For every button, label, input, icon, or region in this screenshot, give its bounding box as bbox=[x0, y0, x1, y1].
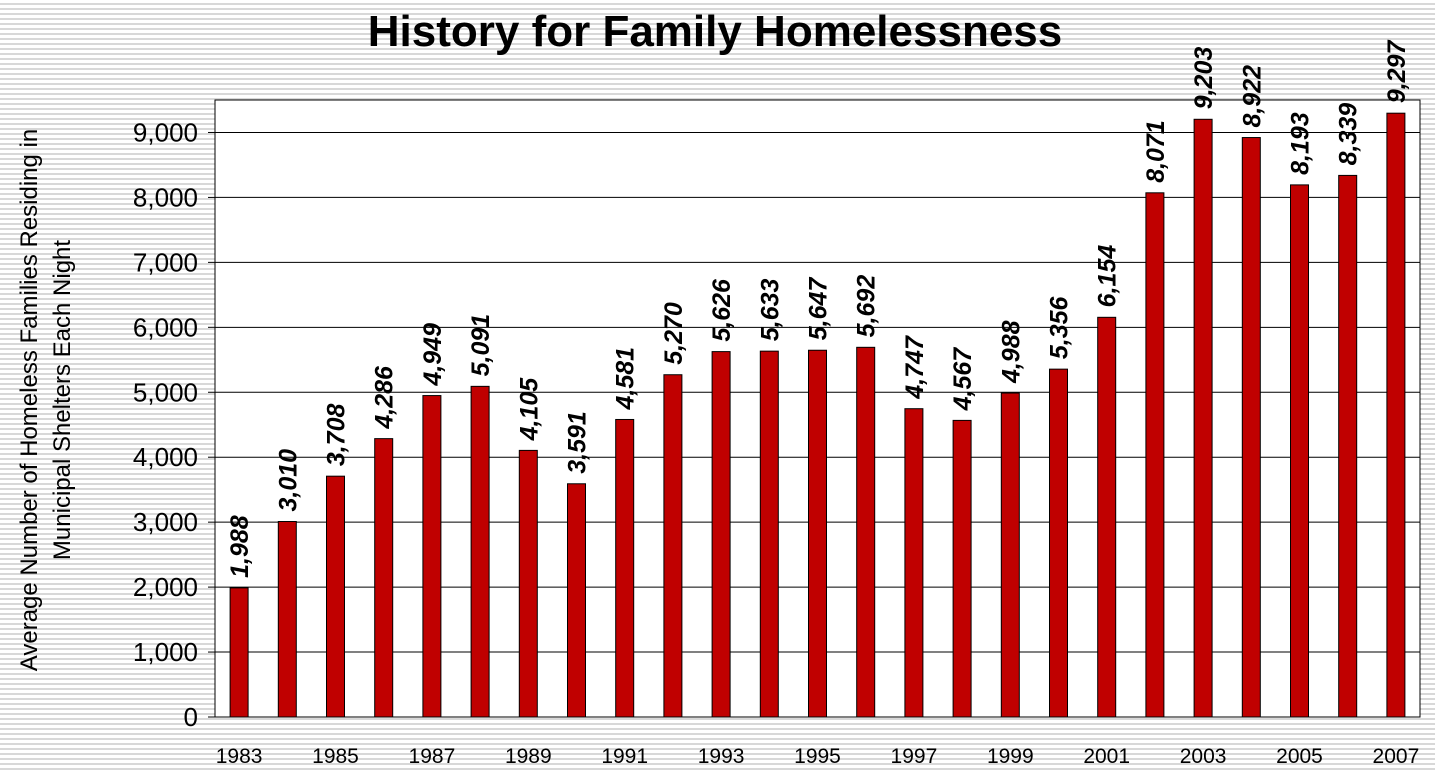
data-label: 4,286 bbox=[371, 365, 399, 430]
bar bbox=[904, 408, 924, 718]
data-label: 5,633 bbox=[756, 278, 784, 341]
y-axis-title: Municipal Shelters Each Night bbox=[49, 240, 76, 560]
x-tick-label: 1991 bbox=[601, 745, 648, 768]
data-label: 4,105 bbox=[515, 377, 543, 442]
bar bbox=[615, 418, 635, 718]
data-label: 3,010 bbox=[274, 449, 302, 512]
x-tick-label: 2007 bbox=[1373, 745, 1420, 768]
x-tick-label: 1983 bbox=[216, 745, 263, 768]
data-label: 8,922 bbox=[1238, 65, 1266, 128]
x-tick-label: 1995 bbox=[794, 745, 841, 768]
data-label: 5,626 bbox=[708, 278, 736, 342]
data-label: 8,339 bbox=[1335, 103, 1363, 166]
x-tick-label: 1985 bbox=[312, 745, 359, 768]
chart-title: History for Family Homelessness bbox=[368, 7, 1062, 56]
x-tick-label: 2005 bbox=[1276, 745, 1323, 768]
bar bbox=[1049, 368, 1068, 718]
data-label: 4,949 bbox=[419, 323, 447, 387]
data-label: 9,203 bbox=[1190, 47, 1218, 110]
data-label: 5,091 bbox=[467, 314, 495, 377]
bar bbox=[518, 449, 538, 718]
data-label: 5,647 bbox=[805, 277, 833, 341]
bar bbox=[1193, 118, 1213, 718]
bar bbox=[229, 587, 249, 718]
y-tick-label: 9,000 bbox=[133, 117, 198, 147]
data-label: 5,270 bbox=[660, 302, 688, 365]
y-tick-label: 2,000 bbox=[133, 572, 198, 602]
bar bbox=[1338, 174, 1358, 718]
bar bbox=[374, 438, 394, 718]
bar bbox=[1000, 392, 1020, 718]
data-label: 4,988 bbox=[997, 320, 1025, 384]
data-label: 4,581 bbox=[612, 347, 640, 411]
data-label: 6,154 bbox=[1094, 245, 1122, 308]
y-tick-label: 7,000 bbox=[133, 247, 198, 277]
y-axis-title: Average Number of Homeless Families Resi… bbox=[16, 129, 43, 671]
x-tick-label: 1989 bbox=[505, 745, 552, 768]
y-tick-label: 5,000 bbox=[133, 377, 198, 407]
bar bbox=[952, 419, 972, 718]
bar bbox=[1145, 192, 1165, 718]
y-tick-label: 6,000 bbox=[133, 312, 198, 342]
data-label: 8,071 bbox=[1142, 120, 1170, 183]
y-tick-label: 0 bbox=[184, 702, 198, 732]
x-tick-label: 1999 bbox=[987, 745, 1034, 768]
bar bbox=[856, 346, 876, 718]
bar bbox=[567, 483, 586, 718]
bar bbox=[277, 521, 297, 718]
x-tick-label: 2001 bbox=[1083, 745, 1130, 768]
bar bbox=[422, 395, 442, 718]
bar bbox=[1241, 137, 1261, 718]
x-tick-label: 1987 bbox=[409, 745, 456, 768]
bar bbox=[1097, 316, 1117, 718]
data-label: 5,356 bbox=[1046, 295, 1074, 359]
x-tick-label: 1997 bbox=[891, 745, 938, 768]
data-label: 3,708 bbox=[323, 404, 351, 467]
bar bbox=[1290, 184, 1309, 718]
y-tick-label: 1,000 bbox=[133, 637, 198, 667]
data-label: 3,591 bbox=[564, 411, 592, 474]
bar bbox=[663, 374, 683, 718]
bar bbox=[1386, 112, 1406, 718]
bar bbox=[470, 385, 490, 718]
x-tick-label: 2003 bbox=[1180, 745, 1227, 768]
bar bbox=[326, 475, 345, 718]
bar bbox=[711, 351, 731, 718]
data-label: 9,297 bbox=[1383, 40, 1411, 104]
y-tick-label: 8,000 bbox=[133, 182, 198, 212]
bar bbox=[808, 349, 827, 718]
data-label: 8,193 bbox=[1287, 112, 1315, 175]
y-tick-label: 3,000 bbox=[133, 507, 198, 537]
x-tick-label: 1993 bbox=[698, 745, 745, 768]
y-tick-label: 4,000 bbox=[133, 442, 198, 472]
data-label: 1,988 bbox=[226, 515, 254, 578]
data-label: 4,567 bbox=[949, 347, 977, 412]
data-label: 5,692 bbox=[853, 275, 881, 338]
data-label: 4,747 bbox=[901, 335, 929, 400]
bar bbox=[759, 350, 779, 718]
